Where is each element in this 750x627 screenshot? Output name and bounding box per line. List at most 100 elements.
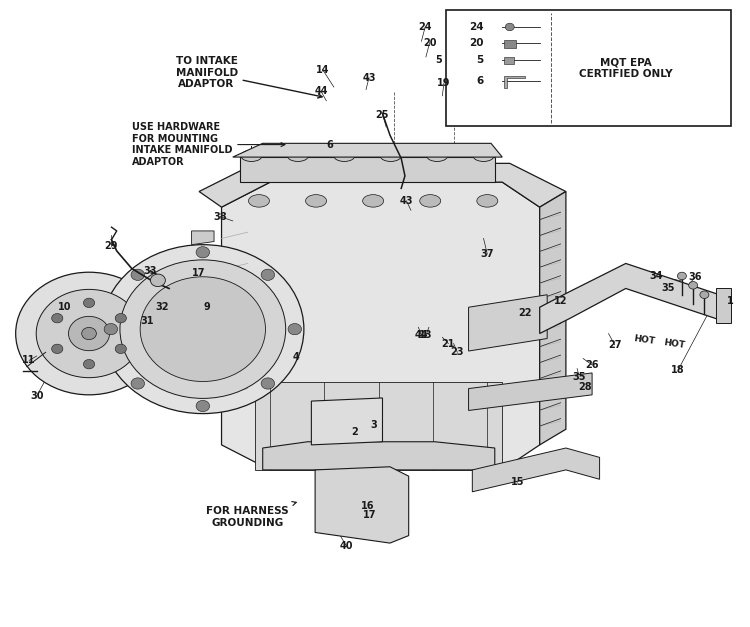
- Ellipse shape: [420, 194, 441, 207]
- Circle shape: [116, 344, 127, 354]
- Polygon shape: [315, 466, 409, 543]
- Circle shape: [116, 314, 127, 323]
- Polygon shape: [221, 182, 540, 470]
- Text: 13: 13: [419, 330, 433, 340]
- Polygon shape: [199, 164, 566, 207]
- Circle shape: [677, 272, 686, 280]
- Text: HOT: HOT: [663, 338, 686, 350]
- Circle shape: [36, 290, 142, 377]
- Text: 6: 6: [476, 76, 484, 86]
- Ellipse shape: [427, 150, 448, 162]
- Text: 40: 40: [340, 541, 353, 551]
- Polygon shape: [540, 263, 719, 334]
- Polygon shape: [469, 295, 548, 351]
- Text: 3: 3: [370, 420, 377, 430]
- Circle shape: [140, 277, 266, 381]
- Text: HOT: HOT: [633, 334, 656, 345]
- Text: 35: 35: [662, 283, 675, 293]
- Text: eReplacementParts.com: eReplacementParts.com: [282, 306, 468, 321]
- Text: 23: 23: [451, 347, 464, 357]
- Circle shape: [196, 246, 209, 258]
- Ellipse shape: [305, 194, 326, 207]
- Text: 2: 2: [352, 428, 358, 438]
- Circle shape: [83, 359, 94, 369]
- Text: MQT EPA
CERTIFIED ONLY: MQT EPA CERTIFIED ONLY: [579, 58, 673, 79]
- Text: 18: 18: [671, 365, 685, 375]
- Ellipse shape: [477, 194, 498, 207]
- Polygon shape: [240, 157, 495, 182]
- Text: 17: 17: [192, 268, 206, 278]
- Polygon shape: [472, 448, 599, 492]
- Circle shape: [16, 272, 163, 395]
- Text: 35: 35: [572, 372, 586, 382]
- Text: 22: 22: [518, 308, 532, 319]
- Text: 5: 5: [435, 55, 442, 65]
- Circle shape: [700, 291, 709, 298]
- Circle shape: [83, 298, 94, 308]
- Text: 31: 31: [140, 316, 154, 326]
- Text: 32: 32: [155, 302, 169, 312]
- Circle shape: [151, 274, 166, 287]
- Circle shape: [688, 282, 698, 289]
- Text: 43: 43: [362, 73, 376, 83]
- Text: 16: 16: [361, 500, 374, 510]
- Text: 10: 10: [58, 302, 71, 312]
- Circle shape: [288, 324, 302, 335]
- Text: 15: 15: [511, 477, 524, 487]
- Text: 24: 24: [419, 22, 432, 32]
- Text: 44: 44: [415, 330, 428, 340]
- Text: 27: 27: [608, 340, 621, 350]
- Text: 25: 25: [376, 110, 389, 120]
- Polygon shape: [469, 373, 592, 411]
- Text: 21: 21: [442, 339, 455, 349]
- Text: 38: 38: [213, 211, 226, 221]
- Circle shape: [52, 314, 63, 323]
- Text: 17: 17: [363, 510, 376, 520]
- Text: 26: 26: [585, 360, 598, 370]
- Text: 11: 11: [22, 356, 36, 366]
- Text: 36: 36: [688, 272, 702, 282]
- Text: 28: 28: [578, 382, 592, 393]
- Circle shape: [104, 324, 118, 335]
- Text: 12: 12: [554, 296, 568, 306]
- Ellipse shape: [473, 150, 494, 162]
- Circle shape: [68, 317, 110, 350]
- Circle shape: [82, 327, 96, 340]
- Ellipse shape: [363, 194, 383, 207]
- Text: 34: 34: [649, 271, 662, 281]
- Text: 37: 37: [481, 249, 494, 259]
- Circle shape: [196, 401, 209, 412]
- FancyBboxPatch shape: [504, 40, 516, 48]
- Text: 29: 29: [105, 241, 118, 251]
- Text: 4: 4: [293, 352, 300, 362]
- Text: 6: 6: [327, 140, 334, 150]
- Text: 1: 1: [728, 296, 734, 306]
- Text: 43: 43: [400, 196, 413, 206]
- Circle shape: [102, 245, 304, 414]
- Text: USE HARDWARE
FOR MOUNTING
INTAKE MANIFOLD
ADAPTOR: USE HARDWARE FOR MOUNTING INTAKE MANIFOL…: [132, 122, 285, 167]
- Polygon shape: [262, 442, 495, 470]
- Text: FOR HARNESS
GROUNDING: FOR HARNESS GROUNDING: [206, 502, 296, 528]
- Text: 24: 24: [469, 22, 484, 32]
- Polygon shape: [232, 144, 503, 157]
- Polygon shape: [716, 288, 730, 323]
- Circle shape: [261, 269, 274, 280]
- Text: 14: 14: [316, 65, 329, 75]
- FancyBboxPatch shape: [504, 57, 515, 64]
- Text: 33: 33: [144, 266, 158, 276]
- Circle shape: [506, 23, 515, 31]
- Text: 20: 20: [423, 38, 436, 48]
- Ellipse shape: [241, 150, 262, 162]
- Text: 20: 20: [469, 38, 484, 48]
- Text: 9: 9: [203, 302, 210, 312]
- Text: TO INTAKE
MANIFOLD
ADAPTOR: TO INTAKE MANIFOLD ADAPTOR: [176, 56, 322, 98]
- Polygon shape: [255, 382, 502, 470]
- Polygon shape: [540, 191, 566, 445]
- Circle shape: [52, 344, 63, 354]
- Ellipse shape: [248, 194, 269, 207]
- Text: 30: 30: [30, 391, 44, 401]
- Circle shape: [120, 260, 286, 398]
- Circle shape: [131, 378, 145, 389]
- Circle shape: [131, 269, 145, 280]
- FancyBboxPatch shape: [446, 10, 730, 126]
